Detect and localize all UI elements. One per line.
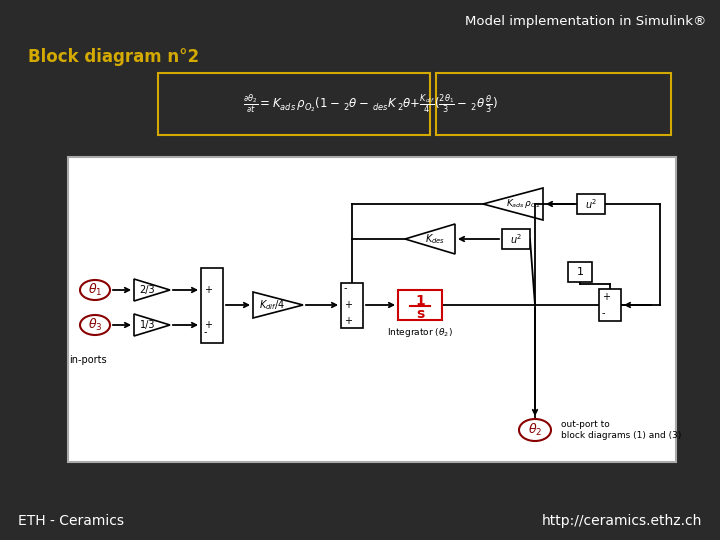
Text: $u^2$: $u^2$: [510, 232, 522, 246]
Bar: [436, 73, 671, 135]
Text: ETH - Ceramics: ETH - Ceramics: [18, 514, 124, 528]
Text: 2/3: 2/3: [140, 285, 156, 295]
Text: $K_{dif}/4$: $K_{dif}/4$: [258, 298, 285, 312]
Text: in-ports: in-ports: [69, 355, 107, 365]
Text: $K_{ads}\,\rho_{O2}$: $K_{ads}\,\rho_{O2}$: [505, 198, 541, 211]
Bar: [201, 267, 223, 342]
Text: $K_{des}$: $K_{des}$: [425, 232, 445, 246]
Bar: [341, 282, 363, 327]
Text: -: -: [344, 284, 348, 294]
Bar: [398, 290, 442, 320]
Text: +: +: [204, 320, 212, 330]
Text: $u^2$: $u^2$: [585, 197, 597, 211]
Text: s: s: [416, 307, 424, 321]
Text: http://ceramics.ethz.ch: http://ceramics.ethz.ch: [541, 514, 702, 528]
Text: Model implementation in Simulink®: Model implementation in Simulink®: [464, 15, 706, 28]
Text: $\theta_3$: $\theta_3$: [88, 317, 102, 333]
Text: $\theta_2$: $\theta_2$: [528, 422, 542, 438]
Text: 1/3: 1/3: [140, 320, 156, 330]
Bar: [68, 157, 676, 462]
Text: -: -: [602, 308, 606, 318]
Text: Block diagram n°2: Block diagram n°2: [28, 48, 199, 66]
Text: out-port to
block diagrams (1) and (3): out-port to block diagrams (1) and (3): [561, 420, 681, 440]
Text: +: +: [344, 316, 352, 327]
Text: +: +: [602, 292, 610, 302]
Text: 1: 1: [577, 267, 583, 277]
Bar: [502, 229, 530, 249]
Bar: [599, 289, 621, 321]
Text: 1: 1: [415, 294, 425, 308]
Text: +: +: [204, 285, 212, 295]
Text: -: -: [204, 327, 207, 338]
Text: Integrator ($\theta_2$): Integrator ($\theta_2$): [387, 326, 453, 339]
Text: $\theta_1$: $\theta_1$: [88, 282, 102, 298]
Bar: [568, 262, 592, 282]
Text: +: +: [344, 300, 352, 310]
Text: $\frac{\partial\theta_2}{\partial t}$$= K_{ads}\,\rho_{O_2}(1-\,_2\theta - \,_{d: $\frac{\partial\theta_2}{\partial t}$$= …: [243, 92, 498, 116]
Bar: [158, 73, 430, 135]
Bar: [577, 194, 605, 214]
